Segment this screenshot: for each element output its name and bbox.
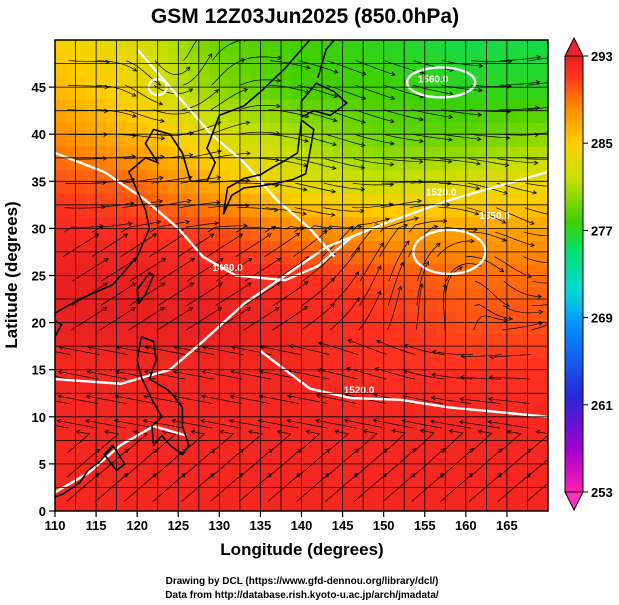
x-tick-label: 130 xyxy=(208,518,230,533)
colorbar-tick-label: 261 xyxy=(591,398,613,413)
colorbar-tick-label: 269 xyxy=(591,311,613,326)
contour-line xyxy=(259,349,548,418)
colorbar-top-arrow xyxy=(564,36,584,57)
y-tick-label: 30 xyxy=(32,221,46,236)
y-tick-label: 25 xyxy=(32,269,46,284)
grid-lines xyxy=(54,39,549,512)
coastlines xyxy=(55,40,348,498)
y-tick-label: 5 xyxy=(39,457,46,472)
y-tick-label: 40 xyxy=(32,127,46,142)
contour-label: 1520.0 xyxy=(344,385,375,396)
y-tick-label: 0 xyxy=(39,504,46,519)
contour-label: 1460.0 xyxy=(212,263,243,274)
coastline xyxy=(136,335,190,456)
x-tick-label: 165 xyxy=(496,518,518,533)
x-tick-label: 125 xyxy=(167,518,189,533)
contour-label: 1520.0 xyxy=(426,187,457,198)
y-tick-label: 20 xyxy=(32,316,46,331)
x-tick-label: 135 xyxy=(250,518,272,533)
colorbar-tick-label: 285 xyxy=(591,136,613,151)
y-tick-label: 45 xyxy=(32,80,46,95)
coastline xyxy=(222,118,315,215)
x-tick-label: 145 xyxy=(332,518,354,533)
x-axis-label: Longitude (degrees) xyxy=(220,540,383,559)
credit-line-1: Drawing by DCL (https://www.gfd-dennou.o… xyxy=(166,576,439,587)
coastline xyxy=(55,320,63,338)
y-tick-label: 10 xyxy=(32,410,46,425)
x-tick-label: 115 xyxy=(86,518,107,533)
colorbar-tick-label: 277 xyxy=(591,223,613,238)
colorbar-tick-label: 293 xyxy=(591,49,613,64)
colorbar-tick-label: 253 xyxy=(591,485,613,500)
y-axis-label: Latitude (degrees) xyxy=(2,201,21,348)
coastline xyxy=(55,40,311,314)
x-tick-label: 120 xyxy=(126,518,148,533)
x-tick-label: 140 xyxy=(291,518,313,533)
y-tick-label: 15 xyxy=(32,363,46,378)
coastline xyxy=(55,446,114,498)
x-tick-label: 155 xyxy=(414,518,436,533)
x-tick-label: 150 xyxy=(373,518,395,533)
x-tick-label: 110 xyxy=(45,518,66,533)
colorbar-bottom-arrow xyxy=(564,491,584,512)
contour-label: 1550.0 xyxy=(479,211,510,222)
colorbar: 293 285 277 269 261 253 xyxy=(564,36,613,512)
coastline xyxy=(300,82,348,118)
x-tick-label: 160 xyxy=(455,518,477,533)
contour-label: 1560.0 xyxy=(418,74,449,85)
coastline xyxy=(317,40,336,78)
x-axis: 110 115 120 125 130 135 140 145 150 155 160 165 xyxy=(45,511,518,533)
colorbar-body xyxy=(564,55,584,493)
contour-line xyxy=(405,66,477,99)
chart-title: GSM 12Z03Jun2025 (850.0hPa) xyxy=(151,5,459,28)
contour-line xyxy=(55,424,187,494)
credit-line-2: Data from http://database.rish.kyoto-u.a… xyxy=(165,590,439,601)
y-tick-label: 35 xyxy=(32,174,46,189)
temperature-field xyxy=(55,40,548,511)
y-axis: 0 5 10 15 20 25 30 35 40 45 xyxy=(32,80,55,519)
